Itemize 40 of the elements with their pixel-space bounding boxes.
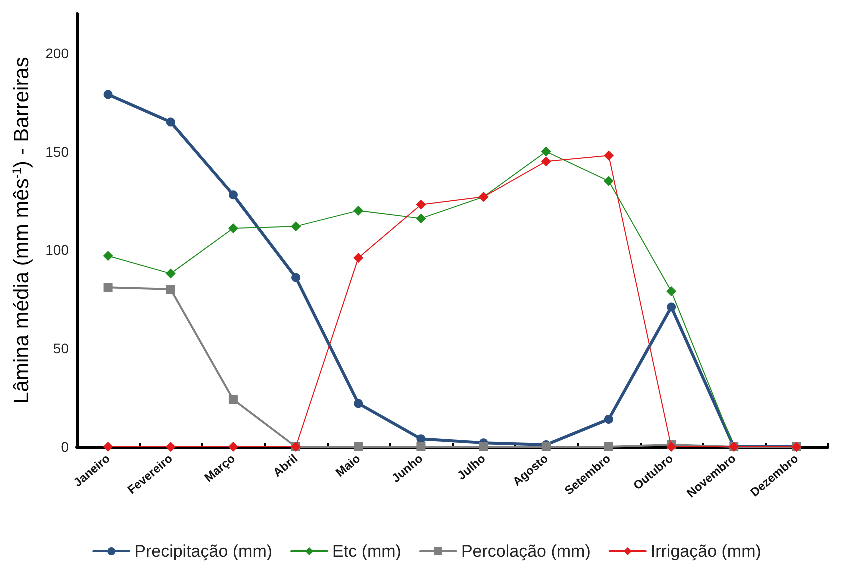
- point: [291, 222, 302, 232]
- y-tick-label: 150: [46, 144, 70, 160]
- y-tick-label: 100: [46, 242, 70, 258]
- legend-label: Etc (mm): [332, 542, 402, 561]
- point: [604, 176, 614, 186]
- point: [666, 286, 677, 297]
- point: [166, 442, 176, 452]
- point: [103, 251, 114, 262]
- point: [416, 200, 426, 210]
- legend-label: Irrigação (mm): [650, 542, 762, 561]
- y-tick-label: 0: [61, 439, 70, 455]
- point: [104, 283, 113, 292]
- point: [292, 273, 301, 282]
- point: [228, 190, 238, 200]
- point: [166, 285, 176, 294]
- point: [416, 214, 426, 224]
- point: [166, 268, 176, 279]
- y-tick-label: 200: [46, 45, 70, 62]
- point: [166, 118, 176, 127]
- point: [103, 442, 114, 452]
- legend-label: Percolação (mm): [461, 542, 591, 561]
- y-axis-title: Lâmina média (mm mês-1) - Barreiras: [10, 57, 34, 404]
- point: [354, 206, 364, 216]
- point: [541, 156, 552, 167]
- y-tick-label: 50: [53, 340, 70, 357]
- point: [228, 442, 238, 452]
- point: [228, 395, 238, 404]
- point: [604, 414, 614, 424]
- point: [604, 442, 614, 452]
- point: [104, 90, 113, 100]
- point: [604, 150, 614, 161]
- point: [479, 442, 488, 452]
- point: [354, 253, 364, 264]
- point: [228, 224, 238, 234]
- point: [541, 146, 552, 157]
- point: [354, 399, 364, 408]
- point: [416, 442, 426, 452]
- point: [667, 302, 676, 312]
- legend-label: Precipitação (mm): [134, 542, 273, 561]
- point: [354, 442, 364, 452]
